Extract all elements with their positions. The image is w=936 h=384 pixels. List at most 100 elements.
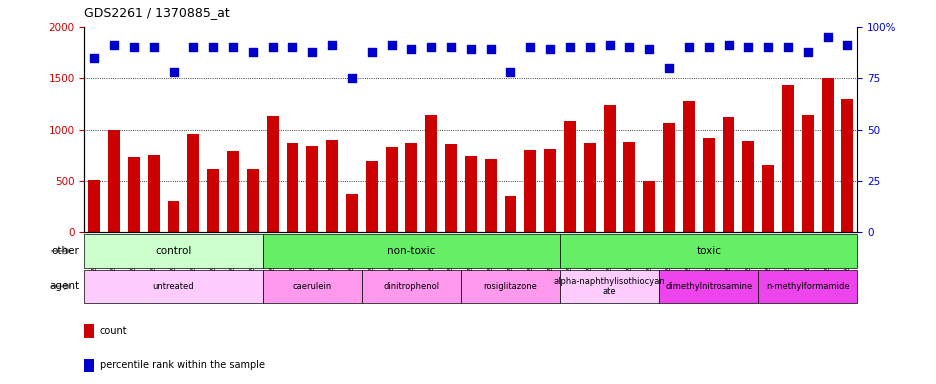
Bar: [484, 159, 496, 232]
Text: n-methylformamide: n-methylformamide: [765, 282, 849, 291]
Point: [304, 48, 319, 55]
Bar: [386, 147, 397, 232]
Text: untreated: untreated: [153, 282, 194, 291]
Point: [146, 44, 161, 50]
Bar: [187, 134, 199, 232]
Bar: [326, 140, 338, 232]
Text: count: count: [99, 326, 127, 336]
Bar: [84, 359, 94, 372]
Point: [205, 44, 220, 50]
Point: [245, 48, 260, 55]
Bar: [84, 234, 262, 268]
Point: [839, 42, 854, 48]
Bar: [267, 116, 278, 232]
Point: [403, 46, 418, 53]
Bar: [88, 180, 100, 232]
Point: [581, 44, 596, 50]
Bar: [461, 270, 560, 303]
Bar: [207, 169, 219, 232]
Bar: [841, 99, 853, 232]
Bar: [801, 115, 812, 232]
Bar: [761, 164, 773, 232]
Point: [166, 69, 181, 75]
Point: [423, 44, 438, 50]
Bar: [365, 161, 377, 232]
Point: [503, 69, 518, 75]
Point: [384, 42, 399, 48]
Text: agent: agent: [50, 281, 80, 291]
Point: [780, 44, 795, 50]
Bar: [405, 143, 417, 232]
Bar: [108, 130, 120, 232]
Point: [819, 34, 834, 40]
Bar: [682, 101, 695, 232]
Point: [185, 44, 200, 50]
Bar: [168, 201, 180, 232]
Bar: [425, 115, 437, 232]
Bar: [544, 149, 555, 232]
Point: [641, 46, 656, 53]
Text: GDS2261 / 1370885_at: GDS2261 / 1370885_at: [84, 6, 230, 19]
Point: [364, 48, 379, 55]
Bar: [361, 270, 461, 303]
Bar: [84, 324, 94, 338]
Point: [760, 44, 775, 50]
Bar: [560, 270, 658, 303]
Point: [542, 46, 557, 53]
Text: alpha-naphthylisothiocyan
ate: alpha-naphthylisothiocyan ate: [553, 276, 665, 296]
Bar: [741, 141, 753, 232]
Point: [483, 46, 498, 53]
Text: caerulein: caerulein: [292, 282, 331, 291]
Bar: [663, 123, 674, 232]
Point: [265, 44, 280, 50]
Bar: [227, 151, 239, 232]
Point: [622, 44, 636, 50]
Point: [740, 44, 755, 50]
Bar: [603, 105, 615, 232]
Point: [700, 44, 715, 50]
Text: non-toxic: non-toxic: [387, 246, 435, 256]
Bar: [84, 270, 262, 303]
Point: [285, 44, 300, 50]
Bar: [306, 146, 318, 232]
Bar: [128, 157, 139, 232]
Point: [602, 42, 617, 48]
Point: [799, 48, 814, 55]
Bar: [622, 142, 635, 232]
Bar: [445, 144, 457, 232]
Text: other: other: [51, 246, 80, 256]
Text: toxic: toxic: [695, 246, 721, 256]
Point: [443, 44, 458, 50]
Bar: [504, 196, 516, 232]
Bar: [563, 121, 576, 232]
Point: [720, 42, 735, 48]
Bar: [464, 156, 476, 232]
Bar: [643, 181, 654, 232]
Bar: [722, 117, 734, 232]
Point: [661, 65, 676, 71]
Point: [522, 44, 537, 50]
Bar: [286, 143, 298, 232]
Bar: [757, 270, 856, 303]
Bar: [345, 194, 358, 232]
Bar: [262, 234, 560, 268]
Point: [462, 46, 477, 53]
Text: percentile rank within the sample: percentile rank within the sample: [99, 361, 265, 371]
Bar: [702, 138, 714, 232]
Point: [126, 44, 141, 50]
Text: dinitrophenol: dinitrophenol: [383, 282, 439, 291]
Bar: [524, 150, 535, 232]
Point: [344, 75, 359, 81]
Point: [324, 42, 339, 48]
Bar: [782, 85, 793, 232]
Bar: [583, 143, 595, 232]
Bar: [246, 169, 258, 232]
Text: rosiglitazone: rosiglitazone: [483, 282, 537, 291]
Point: [226, 44, 241, 50]
Point: [680, 44, 695, 50]
Bar: [262, 270, 361, 303]
Point: [87, 55, 102, 61]
Bar: [148, 155, 159, 232]
Text: dimethylnitrosamine: dimethylnitrosamine: [665, 282, 752, 291]
Point: [562, 44, 577, 50]
